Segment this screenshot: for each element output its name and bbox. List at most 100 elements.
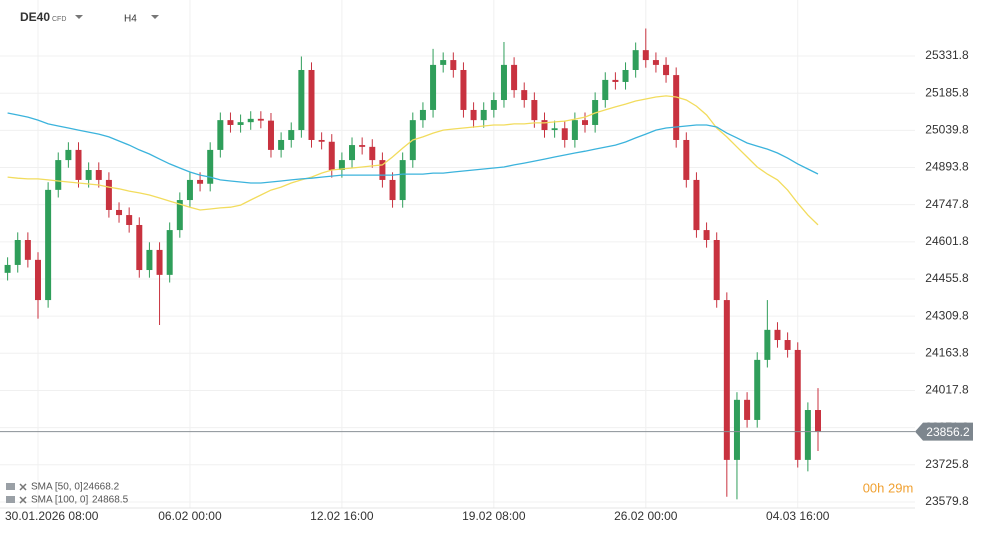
candle-body xyxy=(95,170,102,180)
candle-body xyxy=(105,179,112,210)
candle-body xyxy=(85,170,92,180)
candle-body xyxy=(612,79,619,82)
candle-body xyxy=(389,179,396,201)
candle-body xyxy=(430,64,437,110)
candle-body xyxy=(399,160,406,201)
candle-body xyxy=(460,69,467,110)
candle-body xyxy=(369,146,376,161)
candle-body xyxy=(642,50,649,61)
current-price-label: 23856.2 xyxy=(926,425,970,439)
candle-body xyxy=(65,149,72,161)
candle-body xyxy=(278,139,285,150)
candle-body xyxy=(500,64,507,101)
candle-body xyxy=(328,141,335,171)
y-tick-label: 24163.8 xyxy=(925,345,969,359)
y-tick-label: 25185.8 xyxy=(925,85,969,99)
legend-name: SMA [50, 0] xyxy=(31,482,83,493)
candle-body xyxy=(480,109,487,121)
candle-body xyxy=(4,264,11,273)
candle-body xyxy=(673,75,680,140)
candle-body xyxy=(470,109,477,121)
y-tick-label: 24455.8 xyxy=(925,271,969,285)
candle-body xyxy=(359,145,366,147)
candle-body xyxy=(217,120,224,150)
marks xyxy=(4,28,821,500)
candle-body xyxy=(571,120,578,140)
y-tick-label: 24601.8 xyxy=(925,234,969,248)
sma-line xyxy=(7,95,819,226)
candle-body xyxy=(683,139,690,180)
candle-body xyxy=(186,179,193,201)
symbol-kind: CFD xyxy=(52,16,66,23)
candle-body xyxy=(794,349,801,460)
candle-body xyxy=(663,64,670,76)
candle-body xyxy=(764,329,771,360)
candle-body xyxy=(207,149,214,184)
timeframe[interactable]: H4 xyxy=(124,14,137,25)
candle-body xyxy=(784,340,791,350)
candle-body xyxy=(156,249,163,275)
candle-body xyxy=(237,122,244,125)
x-tick-label: 06.02 00:00 xyxy=(158,509,222,523)
x-tick-label: 26.02 00:00 xyxy=(614,509,678,523)
candle-body xyxy=(582,120,589,125)
candle-body xyxy=(602,79,609,101)
candle-body xyxy=(440,60,447,65)
candle-body xyxy=(379,160,386,180)
candle-body xyxy=(490,100,497,110)
timeframe-dropdown[interactable] xyxy=(151,15,159,19)
candle-body xyxy=(450,60,457,70)
y-tick-label: 25331.8 xyxy=(925,48,969,62)
candle-body xyxy=(531,100,538,121)
candle-body xyxy=(308,69,315,140)
candle-body xyxy=(541,120,548,131)
sma-line xyxy=(7,112,819,184)
candle-body xyxy=(632,50,639,70)
candle-body xyxy=(622,69,629,82)
candle-body xyxy=(723,300,730,460)
candle-body xyxy=(338,160,345,171)
candle-body xyxy=(126,215,133,225)
symbol[interactable]: DE40 xyxy=(20,10,50,24)
x-tick-label: 30.01.2026 08:00 xyxy=(5,509,99,523)
candle-body xyxy=(419,109,426,121)
candle-body xyxy=(14,240,21,265)
y-tick-label: 25039.8 xyxy=(925,123,969,137)
candle-body xyxy=(521,90,528,101)
legend-remove xyxy=(19,483,27,491)
y-tick-label: 24017.8 xyxy=(925,383,969,397)
candle-body xyxy=(744,399,751,420)
candle-body xyxy=(45,189,52,301)
legend-name: SMA [100, 0] xyxy=(31,495,88,506)
y-tick-label: 23725.8 xyxy=(925,457,969,471)
candle-body xyxy=(116,209,123,216)
legend-icon xyxy=(6,496,15,503)
countdown: 00h 29m xyxy=(863,480,914,495)
candle-body xyxy=(197,179,204,184)
candle-body xyxy=(257,118,264,121)
candle-body xyxy=(55,160,62,190)
candle-body xyxy=(551,128,558,131)
candle-body xyxy=(176,200,183,231)
candle-body xyxy=(24,240,31,260)
x-tick-label: 12.02 16:00 xyxy=(310,509,374,523)
candle-body xyxy=(804,410,811,460)
legend-remove xyxy=(19,496,27,504)
candle-body xyxy=(75,149,82,180)
candle-body xyxy=(288,130,295,140)
legend-value: 24668.2 xyxy=(83,482,120,493)
candle-body xyxy=(318,139,325,142)
candle-body xyxy=(166,230,173,275)
candle-body xyxy=(34,259,41,301)
candle-body xyxy=(561,128,568,140)
candle-body xyxy=(511,64,518,91)
candle-body xyxy=(754,359,761,420)
symbol-dropdown[interactable] xyxy=(75,15,83,19)
candle-body xyxy=(146,249,153,271)
x-tick-label: 19.02 08:00 xyxy=(462,509,526,523)
legend-value: 24868.5 xyxy=(92,495,129,506)
candle-body xyxy=(349,145,356,161)
candle-body xyxy=(774,329,781,341)
